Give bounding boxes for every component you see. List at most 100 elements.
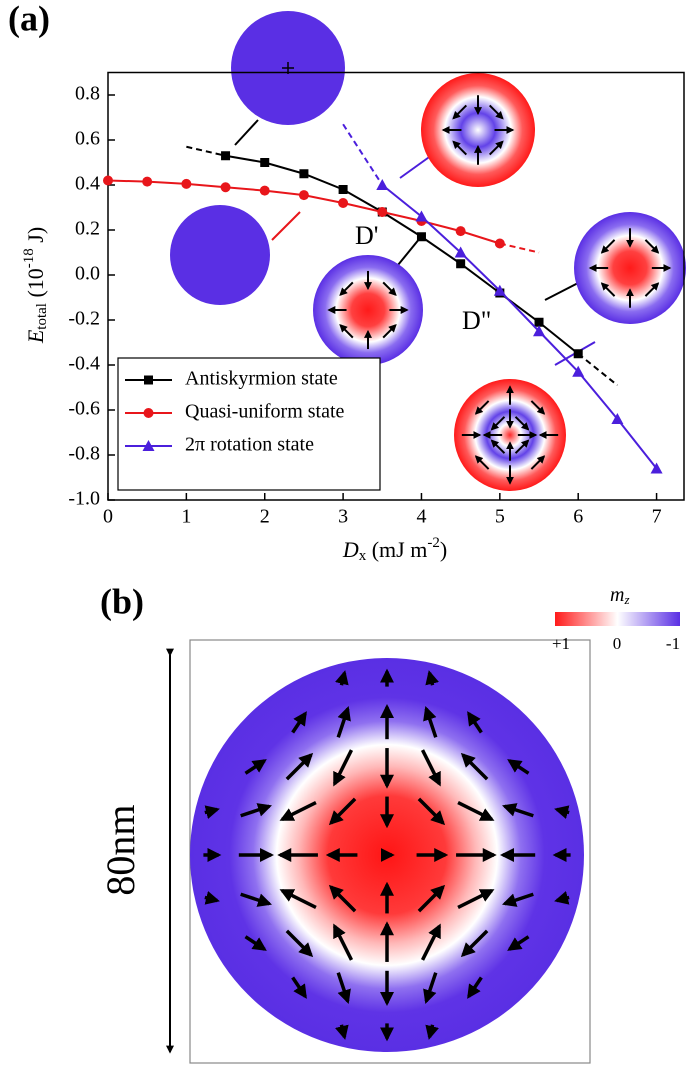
marker xyxy=(572,365,585,377)
marker xyxy=(221,151,231,161)
x-tick-label: 3 xyxy=(338,506,348,528)
x-tick-label: 0 xyxy=(103,506,113,528)
y-tick-label: 0.6 xyxy=(75,128,100,150)
marker xyxy=(144,375,153,385)
arrow xyxy=(332,923,354,961)
marker xyxy=(534,317,544,327)
arrow xyxy=(474,400,490,415)
arrow xyxy=(502,892,534,907)
arrow xyxy=(420,923,442,961)
y-tick-label: 0.4 xyxy=(75,173,100,195)
arrow-field xyxy=(203,668,571,1042)
marker xyxy=(260,158,270,167)
arrow xyxy=(507,759,530,775)
panel-b: 80nm mz +1 0 -1 xyxy=(98,584,680,1064)
marker xyxy=(142,440,155,451)
marker xyxy=(338,185,348,194)
arrow xyxy=(339,324,354,339)
arrow xyxy=(457,888,495,910)
arrow xyxy=(457,800,495,822)
label-part: total xyxy=(34,303,50,330)
panel-label: (b) xyxy=(100,581,144,621)
arrow xyxy=(244,759,267,775)
colorbar-tick: 0 xyxy=(613,634,622,653)
legend-label: Quasi-uniform state xyxy=(185,401,345,423)
arrow xyxy=(417,884,446,913)
x-tick-label: 1 xyxy=(181,506,191,528)
annotation: D" xyxy=(462,306,491,335)
label-part: ) xyxy=(440,537,447,562)
colorbar-tick: -1 xyxy=(666,634,680,653)
marker xyxy=(143,408,154,418)
y-tick-label: -0.4 xyxy=(68,353,100,375)
arrow xyxy=(285,929,314,958)
arrow xyxy=(204,891,220,905)
extrapolation xyxy=(342,123,384,186)
plot-frame xyxy=(107,71,685,501)
x-tick-label: 2 xyxy=(260,506,270,528)
y-tick-label: 0.8 xyxy=(75,83,100,105)
y-tick-label: 0.0 xyxy=(75,263,100,285)
label-part: (mJ m xyxy=(366,537,427,562)
arrow xyxy=(417,797,446,826)
arrow xyxy=(204,805,220,819)
arrow xyxy=(244,935,267,951)
x-tick-label: 5 xyxy=(495,506,505,528)
arrow xyxy=(502,803,534,818)
arrow xyxy=(514,439,530,454)
extrapolation xyxy=(577,352,619,387)
arrow xyxy=(600,239,616,254)
arrow xyxy=(339,281,354,296)
colorbar-tick: +1 xyxy=(552,634,570,653)
y-tick-label: -0.2 xyxy=(68,308,100,330)
marker xyxy=(455,226,466,237)
marker xyxy=(376,179,389,190)
arrow xyxy=(335,670,349,686)
marker xyxy=(338,198,349,208)
label-part: E xyxy=(23,329,48,344)
arrow xyxy=(452,140,468,156)
marker xyxy=(533,325,546,337)
arrow xyxy=(423,972,438,1004)
legend-label: 2π rotation state xyxy=(185,434,314,456)
marker xyxy=(454,246,467,258)
inset-disk xyxy=(574,212,686,324)
arrow xyxy=(240,803,272,818)
arrow xyxy=(291,976,307,999)
marker xyxy=(377,207,388,217)
label-part: -18 xyxy=(21,248,37,268)
arrow xyxy=(291,711,307,734)
arrow xyxy=(423,706,438,738)
inset-disk xyxy=(313,255,423,365)
series-line xyxy=(381,184,658,470)
x-tick-label: 7 xyxy=(652,506,662,528)
label-part: z xyxy=(623,592,629,607)
marker xyxy=(298,190,309,201)
arrow xyxy=(514,416,530,431)
arrow xyxy=(488,140,504,156)
extrapolation xyxy=(499,242,540,254)
marker xyxy=(220,182,231,193)
marker xyxy=(493,284,506,296)
arrow xyxy=(335,1024,349,1040)
arrow xyxy=(328,797,357,826)
label-part: m xyxy=(610,584,624,606)
colorbar xyxy=(555,612,680,626)
arrow xyxy=(467,711,483,734)
arrow xyxy=(332,749,354,787)
y-tick-label: 0.2 xyxy=(75,218,100,240)
arrow xyxy=(425,670,439,686)
arrow xyxy=(467,976,483,999)
arrow xyxy=(490,439,506,454)
arrow xyxy=(420,749,442,787)
legend-label: Antiskyrmion state xyxy=(185,368,338,390)
x-tick-label: 4 xyxy=(416,506,426,528)
marker xyxy=(650,462,663,474)
x-axis-label: Dx (mJ m-2) xyxy=(342,535,447,564)
colorbar-label: mz xyxy=(610,584,630,607)
y-axis-label: Etotal (10-18 J) xyxy=(21,227,50,344)
arrow xyxy=(488,104,504,120)
arrow xyxy=(490,416,506,431)
arrow xyxy=(554,805,570,819)
annotation: D' xyxy=(355,221,378,250)
